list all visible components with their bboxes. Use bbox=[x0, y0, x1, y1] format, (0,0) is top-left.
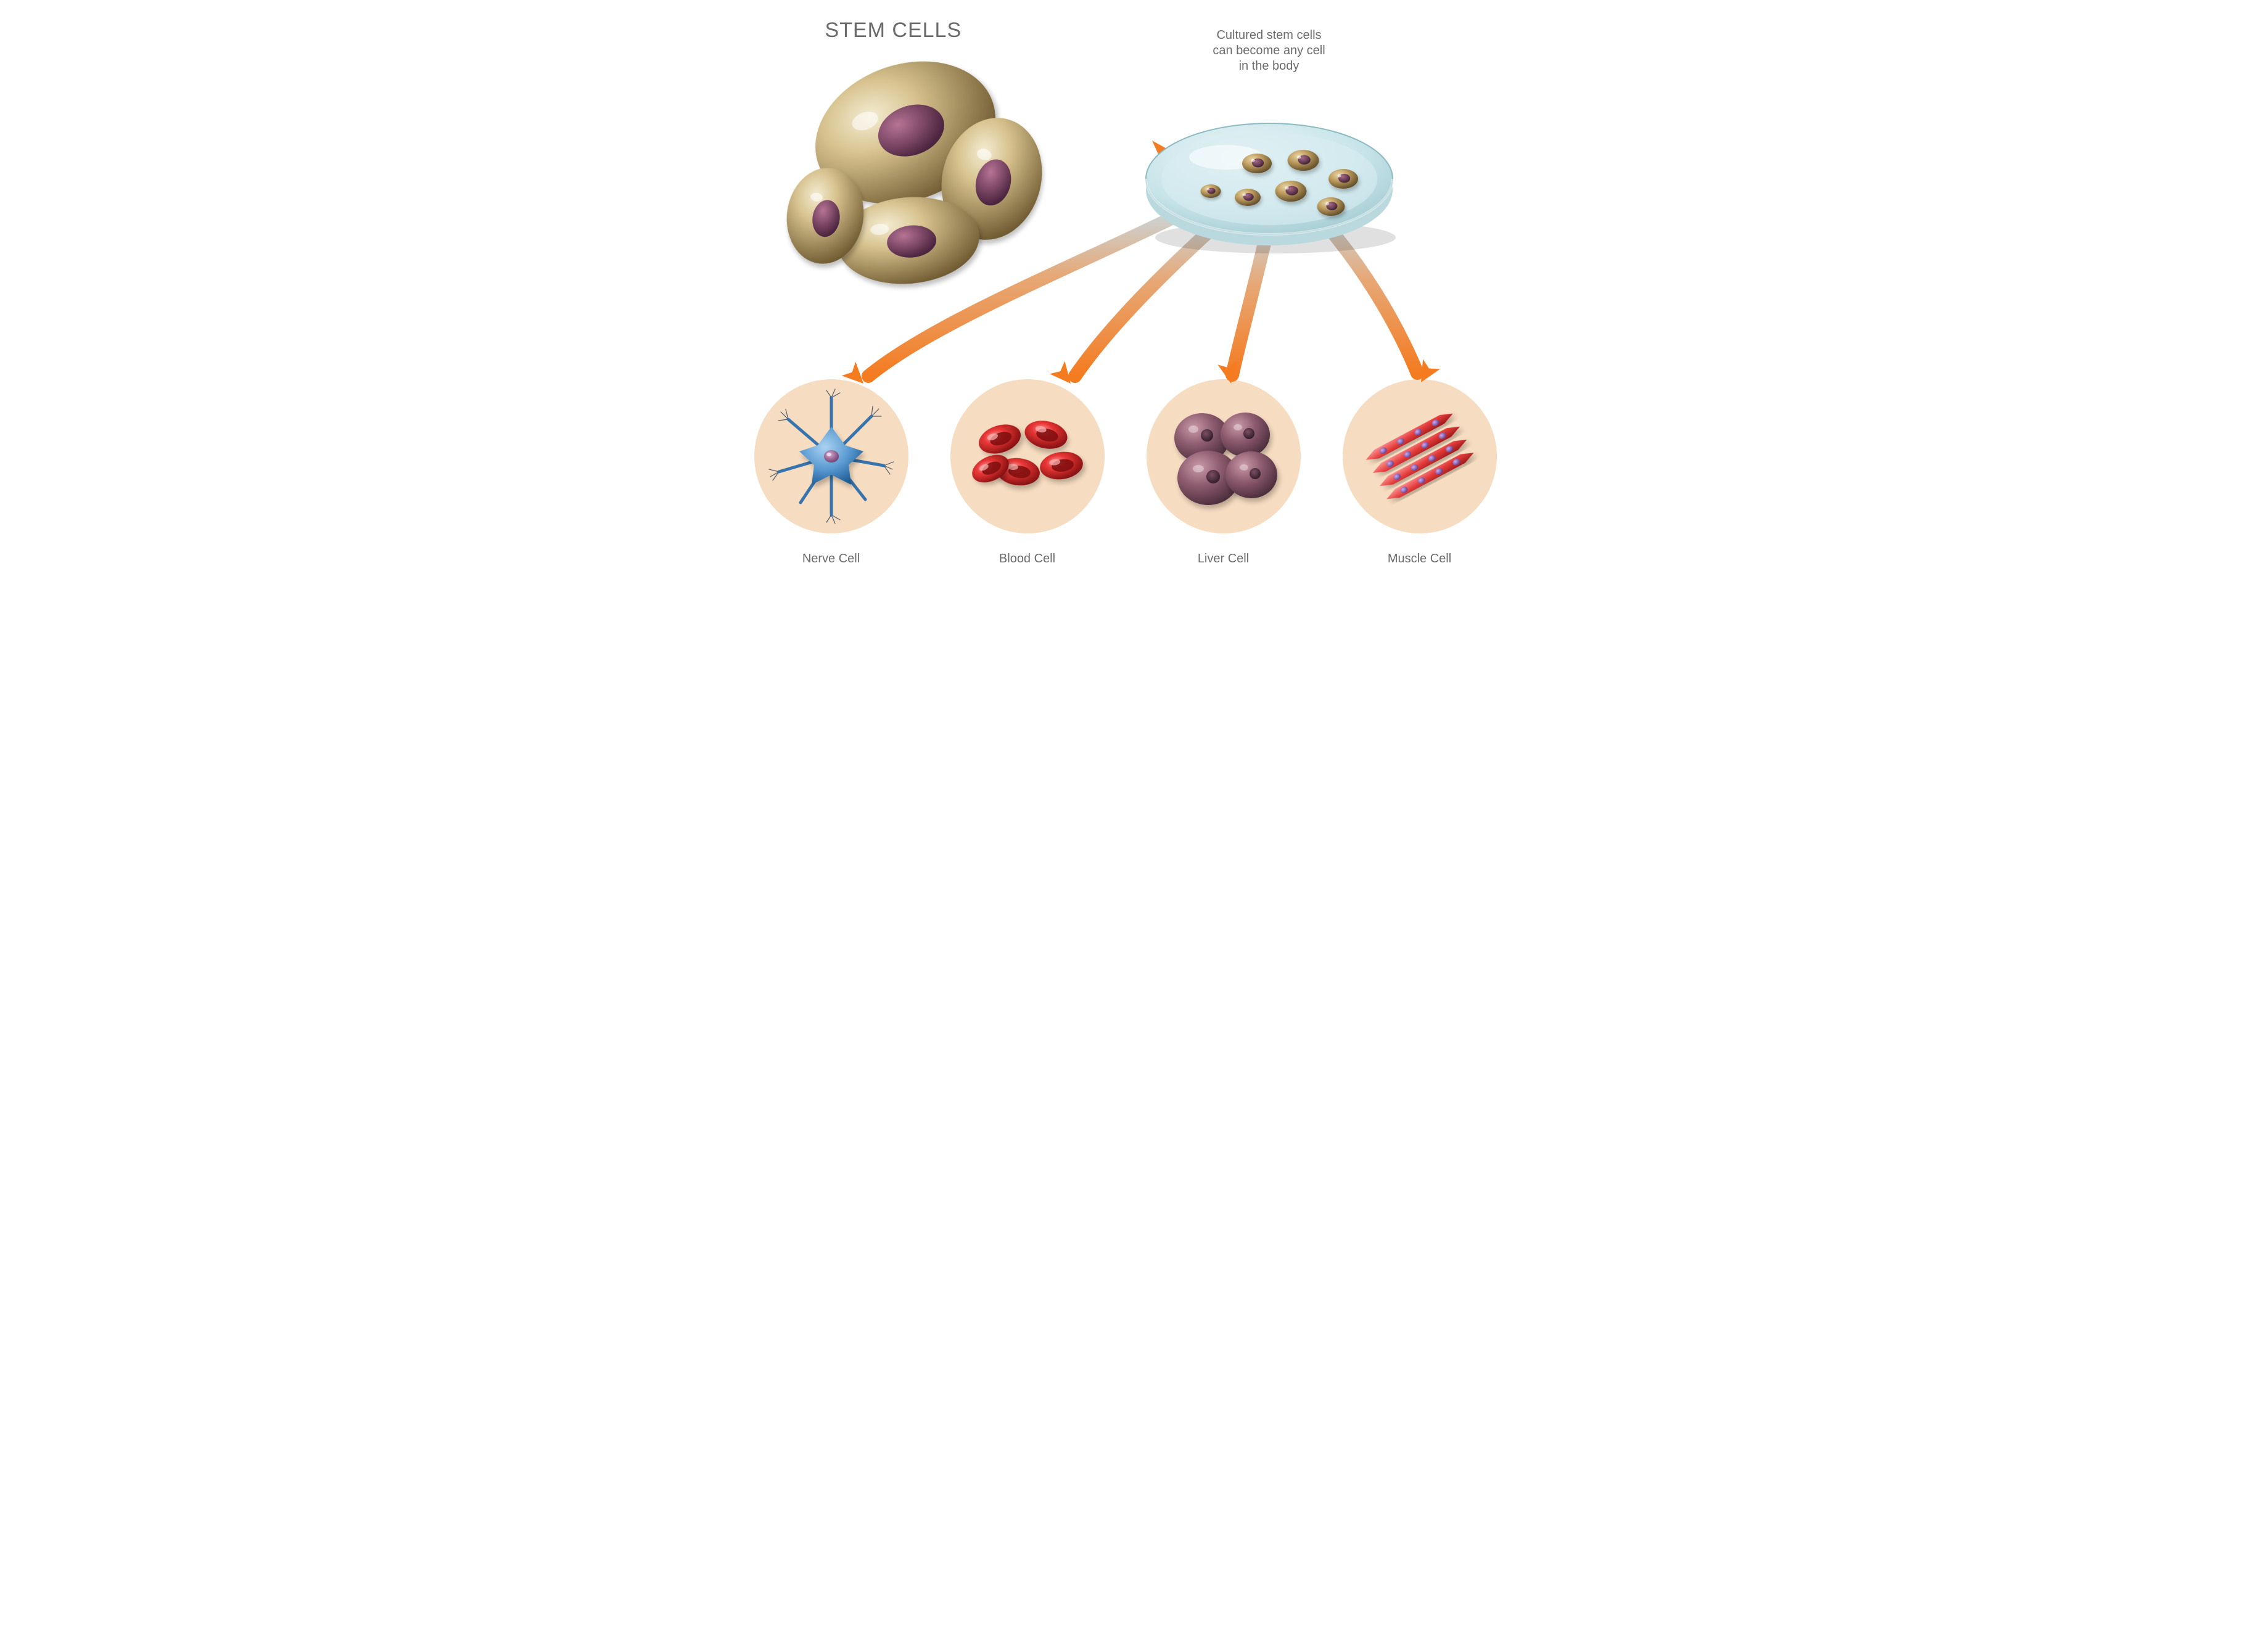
petri-dish bbox=[1146, 123, 1396, 253]
cell-bg-circles bbox=[754, 379, 1497, 533]
diagram-stage: STEM CELLS Cultured stem cellscan become… bbox=[733, 0, 1521, 578]
liver-cell-icon bbox=[1174, 413, 1277, 505]
stem-cell-cluster bbox=[780, 37, 1055, 289]
diagram-svg bbox=[733, 0, 1521, 578]
